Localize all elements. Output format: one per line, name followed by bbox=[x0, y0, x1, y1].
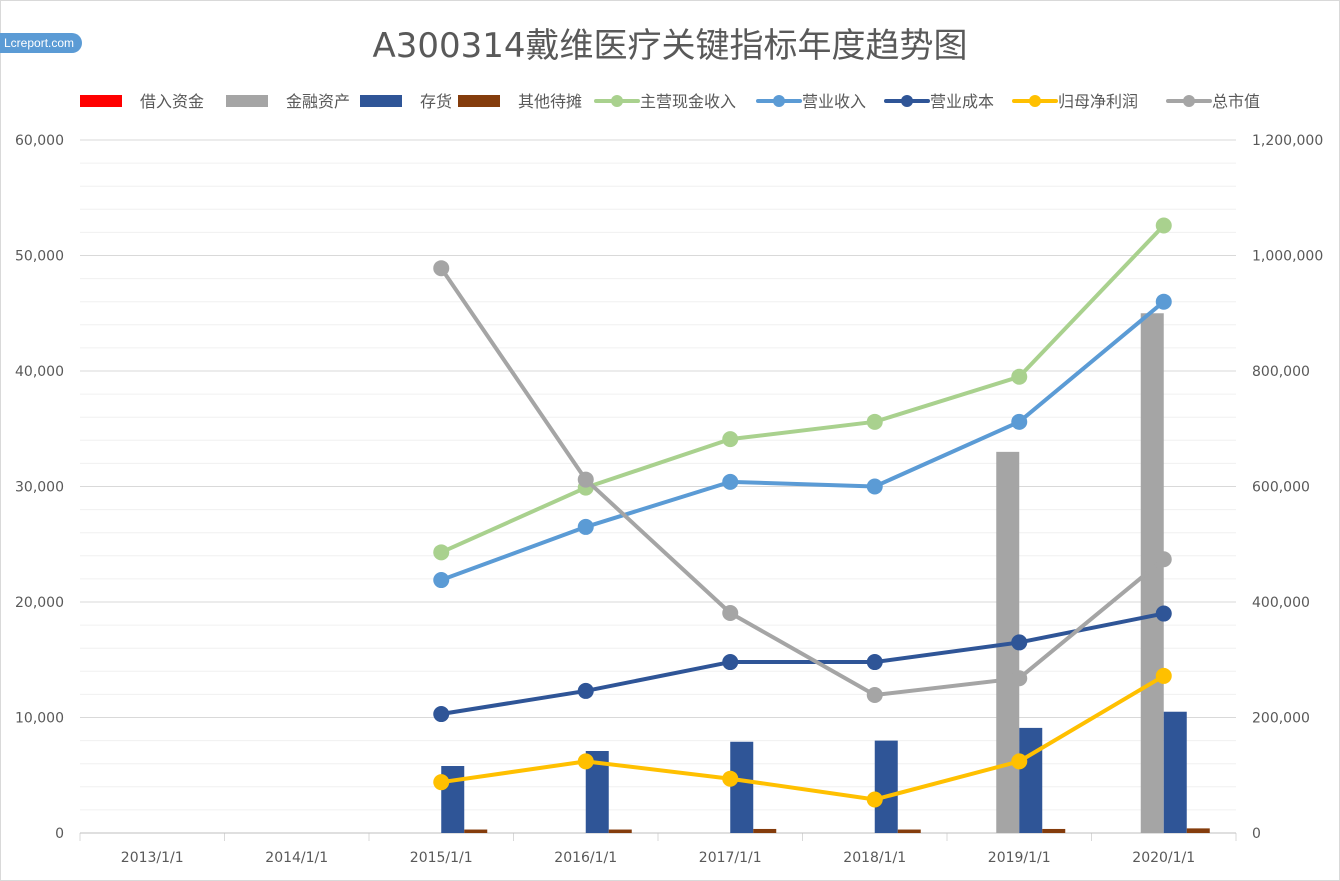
series-point bbox=[433, 706, 449, 722]
y-left-tick-label: 60,000 bbox=[15, 133, 64, 149]
gridlines bbox=[80, 140, 1236, 833]
legend-swatch bbox=[80, 95, 122, 107]
legend: 借入资金 金融资产 存货 其他待摊 主营现金收入 营业收入 营业成本 归母净利润 总市值 bbox=[80, 92, 1260, 111]
series-point bbox=[867, 479, 883, 495]
series-point bbox=[433, 774, 449, 790]
y-right-tick-label: 1,200,000 bbox=[1252, 133, 1323, 149]
y-left-tick-label: 20,000 bbox=[15, 595, 64, 611]
legend-label: 营业收入 bbox=[802, 92, 866, 111]
x-tick-label: 2019/1/1 bbox=[988, 850, 1051, 866]
series-point bbox=[1156, 668, 1172, 684]
series-point bbox=[722, 605, 738, 621]
series-point bbox=[1011, 369, 1027, 385]
line-series bbox=[433, 217, 1172, 807]
y-left-tick-label: 0 bbox=[55, 826, 64, 842]
series-point bbox=[1156, 606, 1172, 622]
series-line bbox=[441, 268, 1164, 695]
bar bbox=[730, 742, 753, 833]
series-point bbox=[578, 683, 594, 699]
series-point bbox=[1156, 551, 1172, 567]
x-tick-label: 2018/1/1 bbox=[843, 850, 906, 866]
x-tick-label: 2013/1/1 bbox=[121, 850, 184, 866]
legend-swatch bbox=[458, 95, 500, 107]
legend-swatch bbox=[360, 95, 402, 107]
bar bbox=[609, 830, 632, 833]
y-right-tick-label: 600,000 bbox=[1252, 480, 1310, 496]
legend-label: 金融资产 bbox=[286, 92, 350, 111]
legend-marker bbox=[1029, 95, 1041, 107]
bar-series bbox=[441, 313, 1210, 833]
legend-marker bbox=[773, 95, 785, 107]
series-line bbox=[441, 614, 1164, 714]
bar bbox=[875, 741, 898, 833]
series-point bbox=[1011, 670, 1027, 686]
y-right-tick-label: 400,000 bbox=[1252, 595, 1310, 611]
legend-label: 存货 bbox=[420, 92, 452, 111]
x-tick-label: 2020/1/1 bbox=[1132, 850, 1195, 866]
y-right-tick-label: 0 bbox=[1252, 826, 1261, 842]
series-point bbox=[722, 474, 738, 490]
series-point bbox=[578, 472, 594, 488]
series-point bbox=[433, 260, 449, 276]
legend-label: 主营现金收入 bbox=[640, 92, 736, 111]
legend-label: 借入资金 bbox=[140, 92, 204, 111]
bar bbox=[1164, 712, 1187, 833]
legend-marker bbox=[611, 95, 623, 107]
bar bbox=[753, 829, 776, 833]
series-point bbox=[1011, 414, 1027, 430]
bar bbox=[898, 830, 921, 833]
series-point bbox=[867, 687, 883, 703]
legend-label: 总市值 bbox=[1212, 92, 1260, 111]
legend-swatch bbox=[226, 95, 268, 107]
bar bbox=[1019, 728, 1042, 833]
legend-label: 营业成本 bbox=[930, 92, 994, 111]
x-tick-label: 2016/1/1 bbox=[554, 850, 617, 866]
series-line bbox=[441, 302, 1164, 580]
series-point bbox=[722, 771, 738, 787]
series-point bbox=[867, 654, 883, 670]
legend-marker bbox=[1183, 95, 1195, 107]
series-point bbox=[722, 654, 738, 670]
series-point bbox=[578, 753, 594, 769]
series-point bbox=[1011, 753, 1027, 769]
y-left-tick-label: 30,000 bbox=[15, 480, 64, 496]
legend-marker bbox=[901, 95, 913, 107]
series-point bbox=[1156, 217, 1172, 233]
series-point bbox=[867, 414, 883, 430]
y-left-tick-label: 40,000 bbox=[15, 364, 64, 380]
series-point bbox=[1156, 294, 1172, 310]
y-left-tick-label: 10,000 bbox=[15, 711, 64, 727]
y-left-tick-label: 50,000 bbox=[15, 249, 64, 265]
legend-label: 其他待摊 bbox=[518, 92, 582, 111]
x-tick-label: 2017/1/1 bbox=[699, 850, 762, 866]
legend-label: 归母净利润 bbox=[1058, 92, 1138, 111]
series-point bbox=[578, 519, 594, 535]
series-point bbox=[1011, 634, 1027, 650]
series-point bbox=[867, 792, 883, 808]
bar bbox=[1187, 828, 1210, 833]
series-point bbox=[722, 431, 738, 447]
bar bbox=[464, 830, 487, 833]
x-tick-label: 2015/1/1 bbox=[410, 850, 473, 866]
x-tick-label: 2014/1/1 bbox=[265, 850, 328, 866]
y-right-tick-label: 1,000,000 bbox=[1252, 249, 1323, 265]
series-line bbox=[441, 225, 1164, 552]
y-right-tick-label: 800,000 bbox=[1252, 364, 1310, 380]
bar bbox=[1042, 829, 1065, 833]
series-point bbox=[433, 544, 449, 560]
series-point bbox=[433, 572, 449, 588]
y-right-tick-label: 200,000 bbox=[1252, 711, 1310, 727]
